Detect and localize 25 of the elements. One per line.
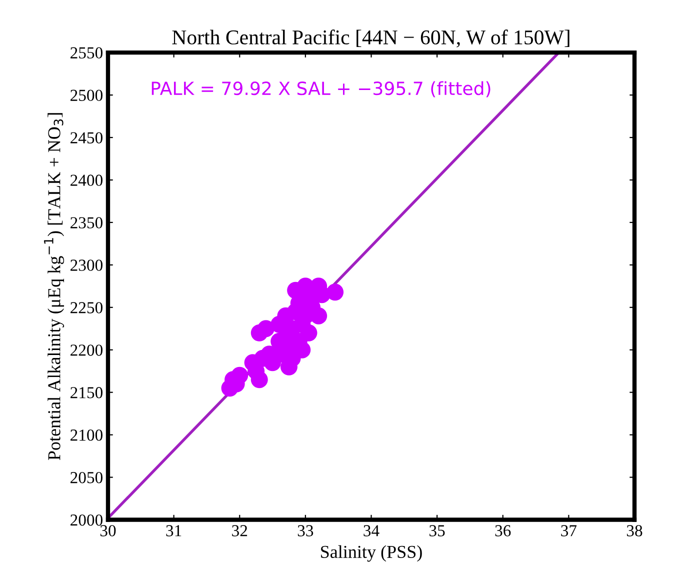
y-tick-label: 2400 [70, 174, 103, 186]
y-tick-label: 2150 [70, 387, 103, 398]
x-axis-title: Salinity (PSS) [321, 545, 422, 562]
x-tick-label: 35 [430, 525, 445, 536]
y-axis-title: Potential Alkalinity (μEq kg$^{−1}$) [TALK + NO$_{3}$] [44, 113, 64, 460]
y-tick-label: 2000 [70, 514, 103, 526]
y-tick-label: 2550 [70, 47, 103, 59]
y-tick-label: 2200 [70, 344, 103, 356]
y-tick-label: 2450 [70, 132, 103, 144]
x-tick-label: 36 [495, 525, 511, 536]
y-tick-label: 2300 [70, 260, 103, 271]
y-tick-label: 2500 [70, 90, 103, 101]
x-tick-label: 30 [100, 525, 116, 536]
x-tick-label: 37 [561, 525, 577, 536]
x-tick-label: 34 [364, 525, 380, 536]
x-tick-label: 38 [626, 525, 642, 536]
x-tick-label: 32 [232, 525, 248, 536]
y-tick-label: 2100 [70, 430, 103, 441]
x-tick-label: 31 [166, 525, 182, 536]
y-tick-label: 2050 [70, 472, 103, 484]
x-tick-label: 33 [298, 525, 314, 536]
chart-title: North Central Pacific [44N − 60N, W of 150W] [172, 30, 570, 48]
y-tick-label: 2350 [70, 217, 103, 228]
annotation: PALK = 79.92 X SAL + −395.7 (fitted) [152, 81, 490, 98]
y-tick-label: 2250 [70, 302, 103, 314]
